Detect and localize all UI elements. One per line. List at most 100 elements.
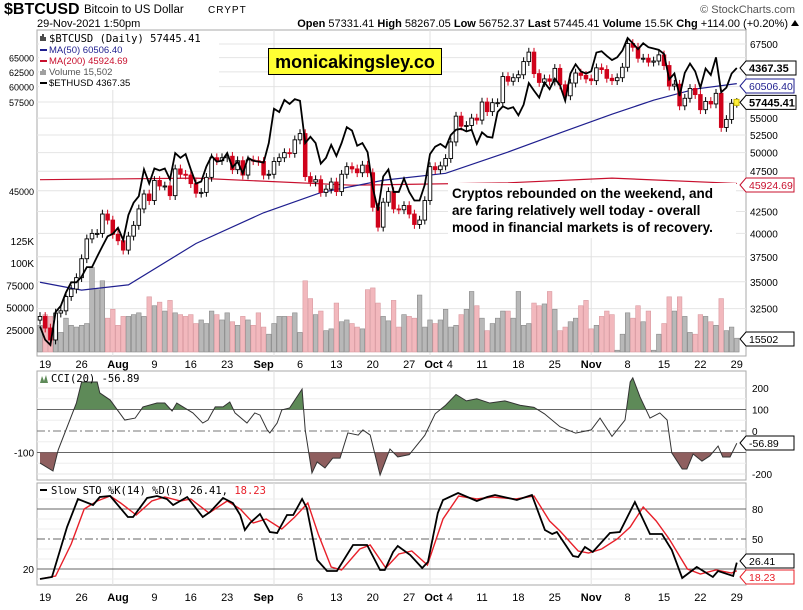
volume-bar xyxy=(593,324,599,353)
sto-series xyxy=(39,492,738,580)
candle-body xyxy=(469,117,474,126)
volume-bar xyxy=(697,314,703,353)
volume-bar xyxy=(349,323,355,353)
candle-body xyxy=(339,173,344,193)
x-tick-label: 6 xyxy=(297,592,303,604)
candle-body xyxy=(620,66,625,79)
x-tick-label: 23 xyxy=(221,359,233,371)
candle-body xyxy=(172,168,178,197)
price-tick-label: 67500 xyxy=(750,40,778,51)
candle-body xyxy=(708,100,714,105)
candle-body xyxy=(302,133,308,178)
volume-bar xyxy=(266,333,272,353)
volume-bar xyxy=(385,320,392,353)
x-tick-label: 25 xyxy=(549,592,561,604)
volume-bar xyxy=(162,310,168,353)
candle-body xyxy=(448,141,454,159)
volume-label: Volume xyxy=(603,18,642,30)
volume-bar xyxy=(141,316,147,353)
x-tick-label: 19 xyxy=(39,592,51,604)
candle-body xyxy=(500,76,506,104)
volume-bar xyxy=(229,321,236,353)
volume-bar xyxy=(245,319,251,353)
candle-body xyxy=(427,166,433,202)
x-tick-label: 9 xyxy=(151,592,157,604)
x-tick-label: 4 xyxy=(447,359,453,371)
volume-bar xyxy=(598,316,605,353)
sto-k-tag-box xyxy=(739,553,795,569)
volume-bar xyxy=(250,324,256,353)
volume-bar xyxy=(364,289,371,353)
x-tick-label: 13 xyxy=(330,359,342,371)
candle-body xyxy=(42,316,48,329)
sto-legend-d: 18.23 xyxy=(234,485,266,497)
volume-bar xyxy=(136,312,142,353)
volume-bar xyxy=(718,298,724,353)
candle-body xyxy=(146,193,152,202)
cci-tick-label: 200 xyxy=(752,384,769,395)
volume-bar xyxy=(375,302,381,353)
candle-body xyxy=(406,205,412,215)
sto-tick-label: 50 xyxy=(752,535,764,546)
candle-body xyxy=(292,139,298,154)
x-tick-label: 18 xyxy=(512,592,524,604)
candle-body xyxy=(360,164,365,174)
x-tick-label: 22 xyxy=(694,359,706,371)
x-tick-label: Aug xyxy=(107,592,128,604)
volume-bar xyxy=(125,316,131,353)
volume-bar xyxy=(578,305,584,353)
candle-body xyxy=(334,181,339,193)
volume-bar xyxy=(411,317,418,353)
volume-bar xyxy=(333,302,340,353)
volume-bar xyxy=(624,312,631,353)
sto-legend: Slow STO %K(14) %D(3) 26.41, 18.23 xyxy=(40,485,266,497)
candle-body xyxy=(58,310,64,314)
eth-price-tag-box xyxy=(739,60,797,76)
candle-body xyxy=(687,88,693,99)
candle-body xyxy=(328,181,334,190)
volume-bar xyxy=(318,310,324,353)
volume-bar xyxy=(468,291,475,353)
candle-body xyxy=(521,61,526,76)
legend-bg xyxy=(39,32,219,90)
volume-bar xyxy=(676,296,683,353)
candle-body xyxy=(672,83,677,87)
price-tick-label: 60000 xyxy=(9,83,34,93)
volume-bar xyxy=(151,305,158,353)
volume-bar xyxy=(157,301,163,353)
candle-body xyxy=(599,67,604,71)
volume-bar xyxy=(723,330,729,353)
candle-body xyxy=(94,232,100,235)
candle-body xyxy=(323,188,329,193)
volume-bar xyxy=(292,312,298,353)
candle-body xyxy=(141,193,147,210)
candle-body xyxy=(578,72,584,76)
price-tick-label: 55000 xyxy=(750,114,778,125)
candle-body xyxy=(713,92,719,105)
volume-bar xyxy=(515,291,521,353)
volume-bar xyxy=(702,316,709,353)
high-label: High xyxy=(377,18,402,30)
candle-body xyxy=(505,76,511,82)
volume-bar xyxy=(58,332,64,353)
legend-eth: $ETHUSD 4367.35 xyxy=(49,78,130,89)
volume-tick-label: 75000 xyxy=(6,281,34,292)
candle-body xyxy=(100,213,105,234)
candle-body xyxy=(68,288,74,297)
price-tick-label: 57500 xyxy=(9,98,34,108)
volume-bar xyxy=(260,326,267,353)
volume-bar xyxy=(68,324,74,353)
candle-body xyxy=(443,158,448,167)
candle-body xyxy=(349,166,355,170)
volume-bar xyxy=(84,323,90,353)
volume-bar xyxy=(297,332,303,353)
volume-tick-label: 100K xyxy=(11,259,35,270)
volume-bar xyxy=(286,316,293,353)
candle-body xyxy=(136,208,142,226)
candle-body xyxy=(547,78,552,82)
candle-body xyxy=(178,168,183,175)
volume-bar xyxy=(427,319,433,353)
volume-bar xyxy=(422,326,428,353)
candle-body xyxy=(188,174,194,185)
candle-body xyxy=(417,219,422,225)
